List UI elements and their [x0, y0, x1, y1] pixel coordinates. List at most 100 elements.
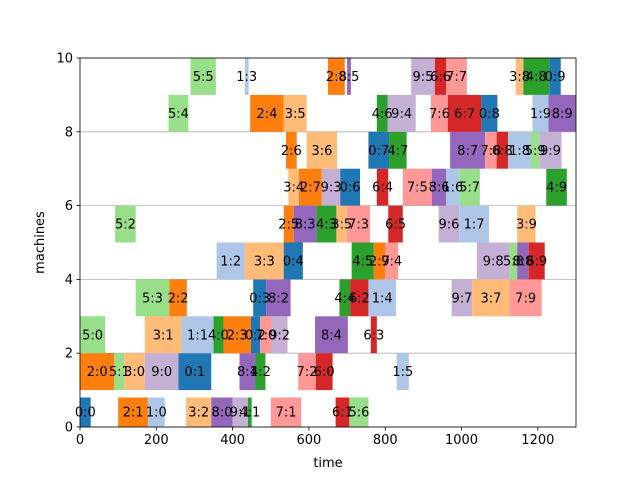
task-label: 2:2 [168, 291, 189, 306]
task-bar [315, 316, 348, 354]
task-label: 8:4 [321, 328, 342, 343]
task-bar [253, 279, 267, 317]
task-bar [211, 397, 233, 427]
x-tick-label: 1200 [521, 433, 554, 448]
task-label: 6:3 [363, 328, 384, 343]
task-bar [546, 168, 567, 206]
task-bar [286, 131, 297, 169]
task-bar [517, 242, 529, 280]
task-bar [283, 94, 307, 132]
task-bar [434, 58, 447, 95]
task-bar [298, 353, 316, 391]
task-label: 2:5 [278, 218, 299, 233]
task-label: 8:9 [552, 107, 573, 122]
task-label: 6:6 [430, 70, 451, 85]
task-bar [347, 58, 351, 95]
task-bar [476, 242, 510, 280]
task-label: 7:9 [515, 291, 536, 306]
task-label: 5:5 [193, 70, 214, 85]
task-label: 3:5 [285, 107, 306, 122]
task-label: 1:2 [220, 254, 241, 269]
task-label: 6:5 [385, 218, 406, 233]
task-label: 2:7 [300, 181, 321, 196]
task-label: 0:8 [479, 107, 500, 122]
task-label: 5:6 [348, 406, 369, 421]
task-label: 7:5 [407, 181, 428, 196]
task-bar [181, 316, 214, 354]
task-bar [144, 353, 179, 391]
task-bar [431, 168, 447, 206]
task-label: 6:9 [526, 254, 547, 269]
task-bar [539, 131, 562, 169]
task-label: 0:1 [184, 365, 205, 380]
task-label: 3:0 [124, 365, 145, 380]
task-bar [260, 316, 272, 354]
task-bar [350, 279, 369, 317]
task-label: 1:7 [464, 218, 485, 233]
task-bar [80, 316, 106, 354]
task-label: 8:2 [268, 291, 289, 306]
task-label: 9:4 [391, 107, 412, 122]
x-tick-label: 0 [76, 433, 84, 448]
task-bar [387, 94, 416, 132]
task-bar [328, 58, 345, 95]
task-bar [385, 242, 399, 280]
task-label: 7:7 [446, 70, 467, 85]
y-tick-label: 8 [65, 125, 73, 140]
task-label: 9:2 [269, 328, 290, 343]
task-bar [223, 316, 251, 354]
task-label: 0:0 [75, 406, 96, 421]
task-bar [496, 131, 509, 169]
task-bar [250, 94, 284, 132]
task-bar [283, 242, 303, 280]
task-label: 9:9 [540, 144, 561, 159]
task-label: 5:0 [82, 328, 103, 343]
task-label: 6:0 [314, 365, 335, 380]
task-bar [528, 242, 545, 280]
task-bar [347, 205, 370, 243]
task-label: 6:4 [372, 181, 393, 196]
task-label: 4:7 [387, 144, 408, 159]
task-label: 4:1 [239, 406, 260, 421]
task-bar [244, 242, 284, 280]
task-label: 3:1 [153, 328, 174, 343]
task-label: 7:3 [348, 218, 369, 233]
x-tick-label: 1000 [445, 433, 478, 448]
task-label: 6:8 [492, 144, 513, 159]
task-label: 1:0 [146, 406, 167, 421]
task-bar [349, 397, 369, 427]
task-bar [135, 279, 170, 317]
task-label: 9:0 [151, 365, 172, 380]
task-label: 1:6 [442, 181, 463, 196]
task-label: 0:9 [545, 70, 566, 85]
task-label: 9:7 [451, 291, 472, 306]
task-bar [459, 168, 480, 206]
task-bar [509, 279, 542, 317]
task-label: 0:4 [283, 254, 304, 269]
task-label: 3:2 [188, 406, 209, 421]
task-bar [447, 94, 482, 132]
task-bar [402, 168, 432, 206]
task-bar [266, 279, 291, 317]
task-bar [115, 205, 136, 243]
task-bar [446, 168, 460, 206]
task-label: 7:6 [429, 107, 450, 122]
task-bar [373, 242, 386, 280]
task-label: 0:6 [340, 181, 361, 196]
task-bar [446, 58, 467, 95]
task-label: 2:7 [369, 254, 390, 269]
task-label: 1:4 [372, 291, 393, 306]
task-label: 7:0 [255, 328, 276, 343]
task-bar [370, 316, 377, 354]
task-bar [118, 397, 148, 427]
task-bar [247, 397, 252, 427]
task-bar [270, 397, 302, 427]
task-bar [530, 131, 540, 169]
task-label: 6:1 [332, 406, 353, 421]
task-label: 3:3 [254, 254, 275, 269]
task-bar [216, 242, 245, 280]
task-bar [376, 168, 389, 206]
task-label: 8:8 [513, 254, 534, 269]
task-label: 2:6 [281, 144, 302, 159]
